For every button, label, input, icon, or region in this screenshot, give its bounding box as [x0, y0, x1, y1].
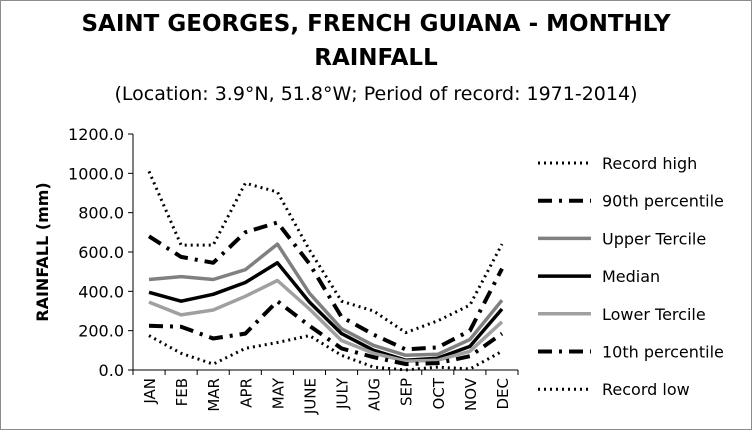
- x-tick-label: DEC: [494, 378, 512, 410]
- x-tick-label: OCT: [430, 377, 448, 409]
- y-tick-label: 1000.0: [68, 164, 124, 183]
- legend-label: 90th percentile: [602, 192, 724, 211]
- x-tick-label: APR: [237, 378, 255, 408]
- x-tick-label: NOV: [462, 377, 480, 411]
- legend-label: Record low: [602, 380, 690, 399]
- chart-subtitle: (Location: 3.9°N, 51.8°W; Period of reco…: [114, 83, 638, 105]
- series-line-record-low: [148, 334, 503, 372]
- chart-title-line2: RAINFALL: [314, 45, 438, 71]
- legend-label: Record high: [602, 154, 697, 173]
- x-tick-label: AUG: [366, 378, 384, 411]
- x-tick-label: MAR: [205, 378, 223, 412]
- y-tick-label: 1200.0: [68, 125, 124, 144]
- y-tick-label: 600.0: [78, 243, 124, 262]
- series-line-lower-tercile: [148, 278, 504, 363]
- x-tick-label: JAN: [141, 378, 159, 405]
- x-tick-label: FEB: [173, 378, 191, 406]
- chart-title-line1: SAINT GEORGES, FRENCH GUIANA - MONTHLY: [81, 11, 671, 37]
- legend-label: Upper Tercile: [602, 229, 706, 248]
- legend-label: Lower Tercile: [602, 305, 706, 324]
- x-tick-label: SEP: [398, 378, 416, 406]
- series-line-median: [148, 261, 504, 362]
- series-line-90th-percentile: [147, 220, 504, 352]
- y-tick-label: 400.0: [78, 282, 124, 301]
- x-tick-label: JULY: [334, 377, 352, 410]
- x-tick-label: JUNE: [301, 378, 319, 415]
- legend-label: 10th percentile: [602, 343, 724, 362]
- series-line-upper-tercile: [148, 242, 504, 358]
- y-axis-label: RAINFALL (mm): [33, 182, 52, 321]
- y-tick-label: 800.0: [78, 204, 124, 223]
- y-tick-label: 200.0: [78, 322, 124, 341]
- x-tick-label: MAY: [269, 377, 287, 409]
- y-tick-label: 0.0: [99, 361, 124, 380]
- legend-label: Median: [602, 267, 660, 286]
